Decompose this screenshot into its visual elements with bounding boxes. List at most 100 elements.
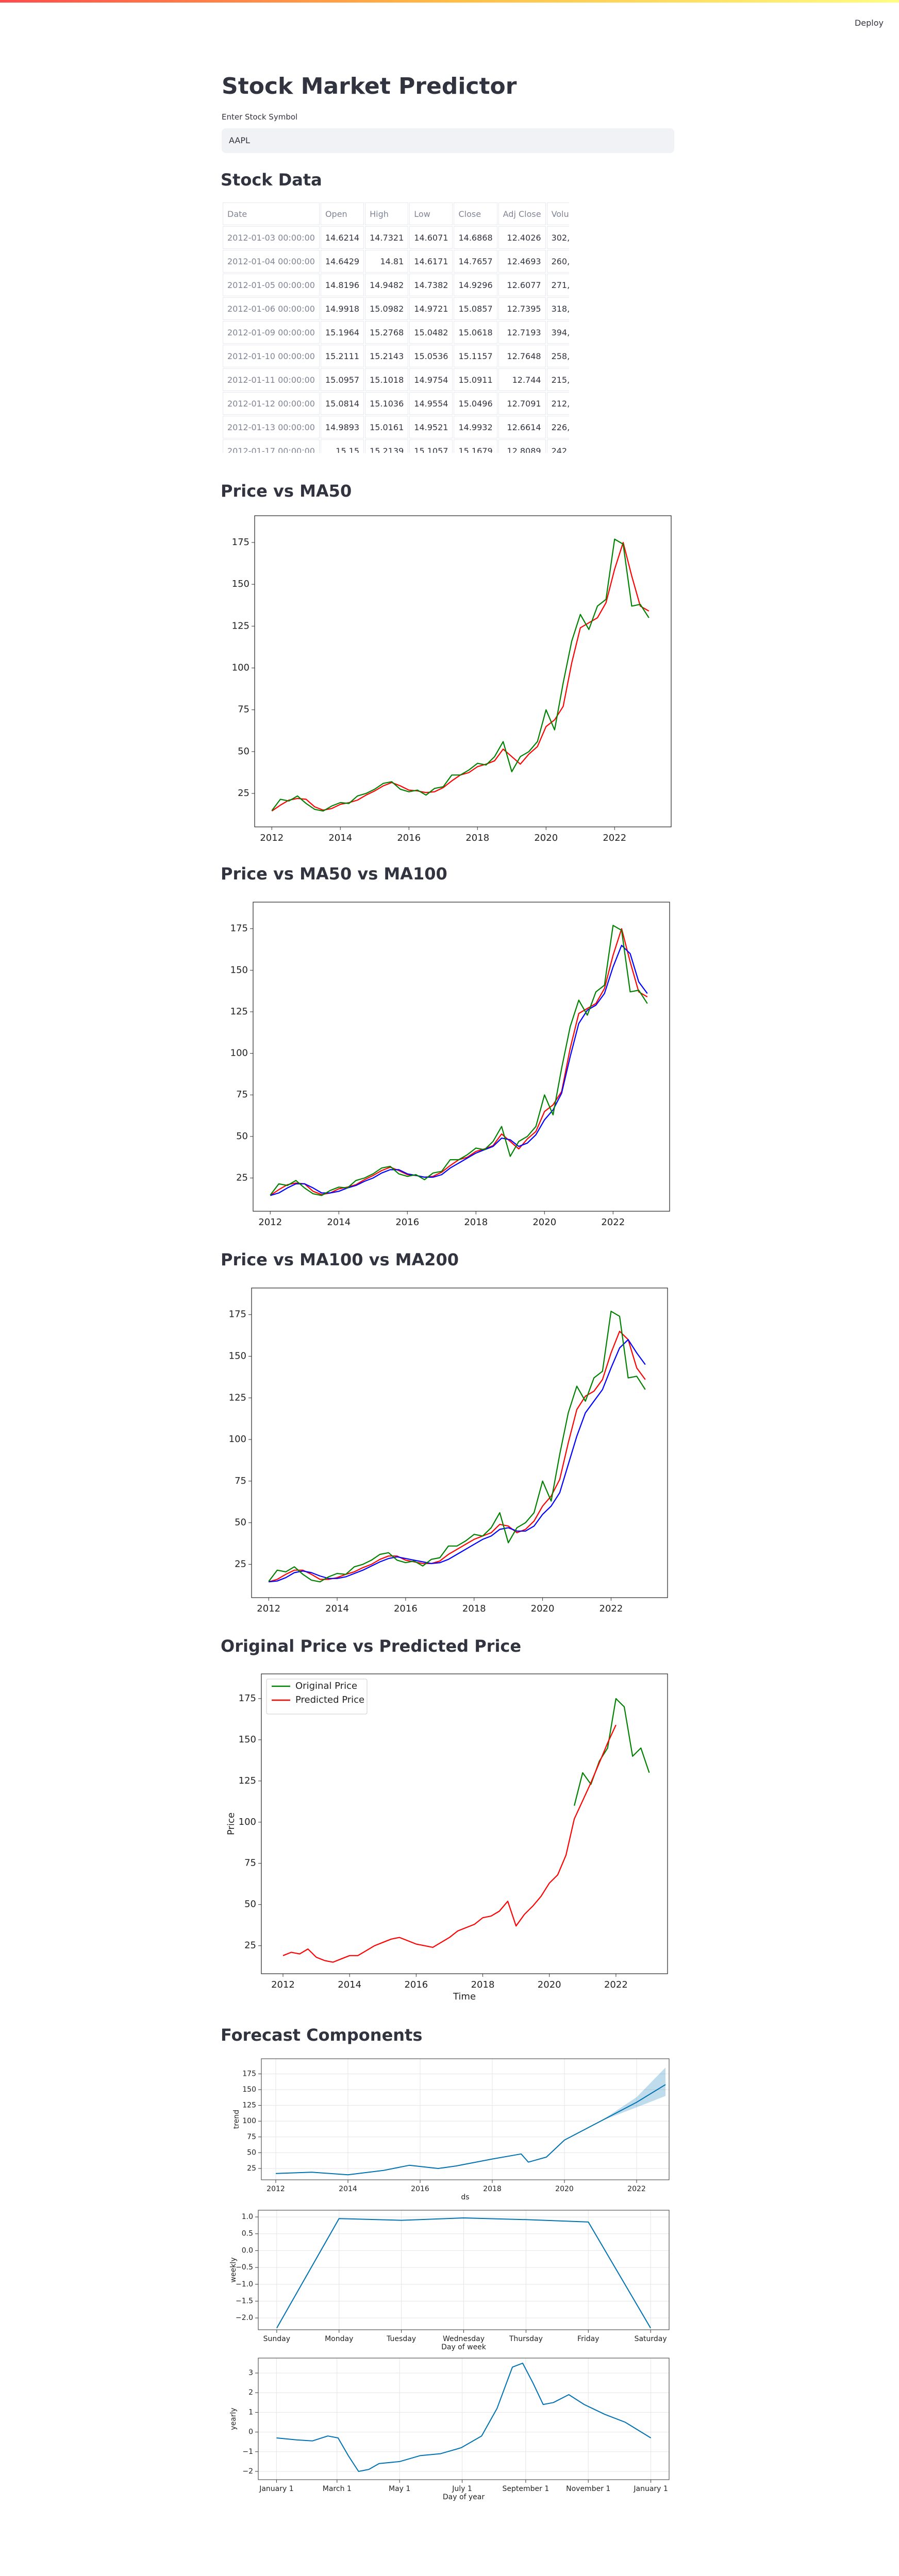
plot-frame [251,1287,668,1598]
table-cell: 2012-01-06 00:00:00 [223,297,320,320]
x-tick-label: 2020 [538,1979,561,1990]
y-tick-label: 175 [242,2070,256,2078]
table-cell: 12.6077 [498,274,546,296]
table-cell: 12.8089 [498,439,546,453]
y-tick-label: 150 [232,579,249,589]
y-axis-label: yearly [229,2408,238,2430]
x-tick-label: March 1 [323,2485,352,2493]
y-tick-label: −2.0 [236,2314,253,2322]
y-tick-label: 125 [230,1006,248,1017]
page-title: Stock Market Predictor [222,73,517,99]
input-label: Enter Stock Symbol [222,112,298,122]
y-tick-label: 125 [232,620,249,631]
symbol-input[interactable]: AAPL [222,128,674,153]
x-tick-label: 2022 [601,1217,625,1228]
x-tick-label: July 1 [452,2485,472,2493]
table-row: 2012-01-06 00:00:00 14.9918 15.0982 14.9721… [223,297,569,320]
y-tick-label: 1 [248,2408,253,2416]
table-cell: 260,022,000 [546,250,569,273]
x-tick-label: January 1 [259,2485,293,2493]
table-cell: 14.7657 [454,250,497,273]
series-line [276,2362,652,2472]
table-cell: 14.9932 [454,416,497,438]
series-line [271,538,650,812]
y-tick-label: 150 [229,1350,246,1361]
table-cell: 12.7395 [498,297,546,320]
x-tick-label: 2016 [394,1603,418,1614]
table-cell: 15.0482 [409,321,453,344]
x-tick-label: 2014 [339,2185,357,2193]
x-tick-label: Friday [577,2335,599,2343]
series-line [270,928,648,1196]
table-cell: 14.9721 [409,297,453,320]
x-tick-label: 2020 [531,1603,555,1614]
section-heading: Forecast Components [221,2025,423,2045]
table-cell: 15.2143 [365,345,409,367]
x-tick-label: 2020 [532,1217,556,1228]
x-tick-label: September 1 [502,2485,549,2493]
table-cell: 302,220,800 [546,226,569,249]
x-tick-label: 2016 [395,1217,419,1228]
plot-frame [258,2358,670,2480]
x-axis-label: Day of year [443,2493,485,2501]
y-tick-label: 150 [230,964,248,975]
table-cell: 14.7382 [409,274,453,296]
x-tick-label: 2022 [603,833,626,843]
table-cell: 14.9754 [409,368,453,391]
y-tick-label: 50 [236,1131,248,1142]
plot-frame [258,2210,670,2330]
table-cell: 15.1018 [365,368,409,391]
x-tick-label: Saturday [635,2335,667,2343]
y-tick-label: 75 [247,2133,256,2141]
table-cell: 15.1036 [365,392,409,415]
y-tick-label: 150 [239,1734,256,1745]
y-tick-label: 25 [238,788,249,799]
column-header: Open [320,202,364,225]
table-cell: 15.0496 [454,392,497,415]
table-cell: 14.81 [365,250,409,273]
y-tick-label: 25 [235,1558,246,1569]
y-tick-label: 100 [242,2117,256,2125]
series-line [282,1724,617,1963]
x-axis-label: Time [453,1991,476,2002]
table-row: 2012-01-11 00:00:00 15.0957 15.1018 14.9754… [223,368,569,391]
y-tick-label: 50 [247,2148,256,2157]
table-cell: 15.1157 [454,345,497,367]
table-cell: 15.1964 [320,321,364,344]
x-tick-label: May 1 [389,2485,410,2493]
table-cell: 271,269,600 [546,274,569,296]
table-cell: 258,196,400 [546,345,569,367]
series-line [270,944,648,1196]
table-cell: 14.6429 [320,250,364,273]
x-tick-label: 2014 [338,1979,361,1990]
y-tick-label: 25 [244,1940,256,1951]
table-cell: 2012-01-10 00:00:00 [223,345,320,367]
y-tick-label: 75 [235,1476,246,1486]
x-tick-label: Monday [325,2335,353,2343]
y-tick-label: 50 [244,1899,256,1910]
series-line [271,541,650,812]
table-cell: 14.8196 [320,274,364,296]
y-tick-label: 50 [235,1517,246,1528]
table-cell: 15.0857 [454,297,497,320]
table-cell: 12.4026 [498,226,546,249]
x-tick-label: 2016 [411,2185,429,2193]
table-cell: 242,897,200 [546,439,569,453]
y-tick-label: 150 [242,2086,256,2094]
y-tick-label: 175 [229,1309,246,1320]
y-tick-label: −1.0 [236,2280,253,2289]
top-bar [0,0,899,3]
column-header: Volume [546,202,569,225]
x-tick-label: Wednesday [443,2335,485,2343]
x-tick-label: Tuesday [386,2335,416,2343]
y-tick-label: 100 [229,1434,246,1445]
table-cell: 12.7648 [498,345,546,367]
x-tick-label: 2020 [534,833,558,843]
y-tick-label: 25 [247,2164,256,2173]
table-cell: 12.6614 [498,416,546,438]
y-tick-label: 125 [239,1775,256,1786]
table-cell: 14.9918 [320,297,364,320]
deploy-button[interactable]: Deploy [854,18,884,28]
